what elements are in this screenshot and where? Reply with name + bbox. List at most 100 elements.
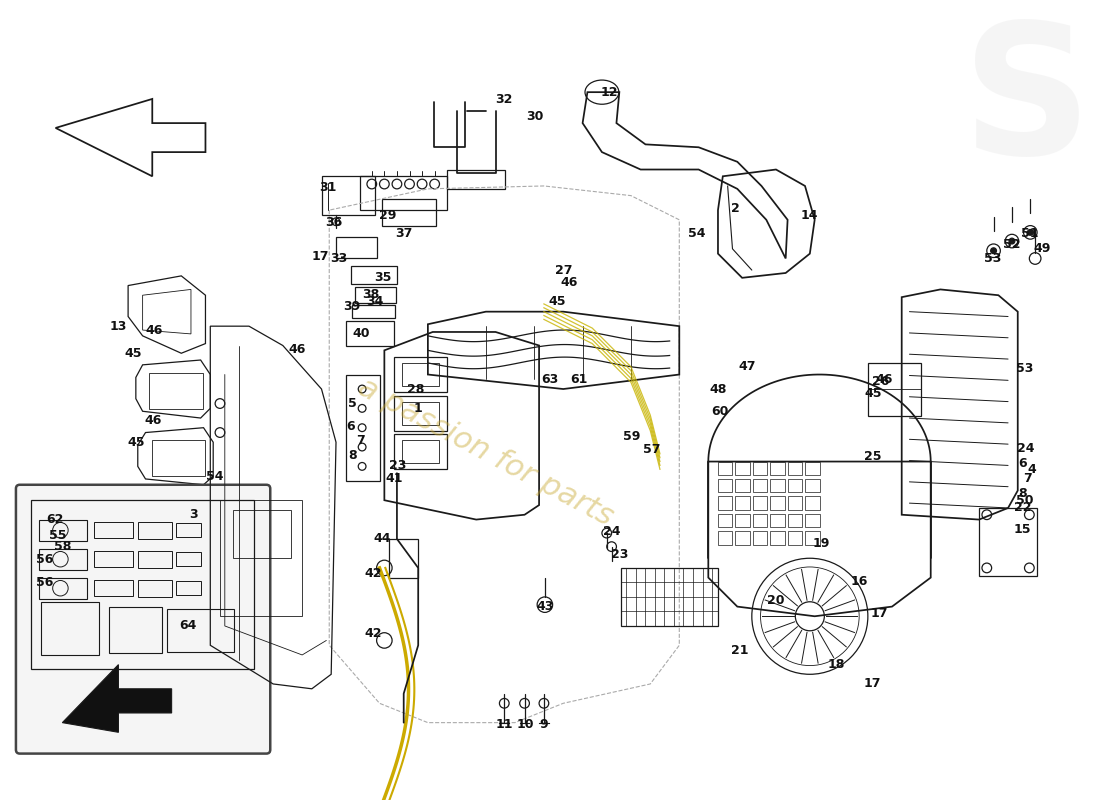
Bar [32,500,254,670]
Bar [40,549,88,570]
Bar [40,519,88,541]
Text: 27: 27 [554,263,572,277]
Text: 22: 22 [1014,502,1032,514]
Bar [718,496,733,510]
Bar [95,581,133,596]
Bar [736,462,750,475]
Bar [167,609,234,652]
Text: 26: 26 [871,374,889,388]
Text: 31: 31 [320,182,337,194]
Bar [448,170,505,189]
Text: 19: 19 [813,538,830,550]
Text: 3: 3 [189,508,198,522]
Text: 48: 48 [710,383,727,397]
Bar [402,402,440,425]
Text: 15: 15 [1014,522,1032,536]
Bar [176,582,200,595]
Text: 6: 6 [346,420,355,434]
Bar [109,606,162,653]
Text: 53: 53 [983,252,1001,265]
Text: 38: 38 [362,288,380,301]
Bar [718,531,733,545]
Text: 16: 16 [850,575,868,588]
Text: 8: 8 [348,450,356,462]
Text: 17: 17 [871,607,888,620]
Bar [138,579,172,597]
Text: 4: 4 [1027,462,1036,476]
Bar [336,238,376,258]
Circle shape [1027,230,1033,235]
Bar [736,479,750,493]
Bar [351,266,397,284]
Text: 21: 21 [732,644,749,657]
Text: 32: 32 [496,94,513,106]
Bar [383,198,436,226]
Text: 30: 30 [527,110,543,123]
Text: 13: 13 [110,320,128,333]
Bar [40,578,88,599]
Bar [868,363,921,416]
Bar [176,553,200,566]
Bar [402,363,440,386]
Circle shape [991,248,997,254]
Polygon shape [63,665,172,732]
Text: 23: 23 [610,548,628,561]
Text: 37: 37 [395,227,412,240]
Text: 8: 8 [1019,487,1027,500]
Text: 33: 33 [330,252,348,265]
Text: 41: 41 [385,473,403,486]
Text: 24: 24 [1016,442,1034,454]
Text: 51: 51 [1021,227,1038,240]
Bar [394,357,448,392]
Bar [95,522,133,538]
Text: 55: 55 [48,529,66,542]
Bar [788,479,802,493]
Text: 20: 20 [767,594,784,607]
Bar [736,514,750,527]
Text: 42: 42 [364,627,382,640]
Text: 46: 46 [144,414,162,427]
Text: 45: 45 [864,387,881,400]
Bar [41,602,99,655]
Bar [718,514,733,527]
Bar [788,496,802,510]
Text: 62: 62 [46,513,64,526]
Bar [360,176,448,210]
Text: 45: 45 [549,295,566,309]
Text: 43: 43 [536,600,553,613]
Bar [355,287,396,303]
Text: 54: 54 [688,227,705,240]
Bar [788,531,802,545]
Text: 59: 59 [624,430,640,443]
Text: 18: 18 [827,658,845,671]
Text: 49: 49 [1033,242,1050,255]
Text: 50: 50 [1015,494,1033,506]
Bar [345,374,379,481]
Bar [752,479,768,493]
Bar [805,531,820,545]
Text: 44: 44 [374,533,392,546]
FancyBboxPatch shape [15,485,271,754]
Text: 58: 58 [54,540,72,553]
Text: 46: 46 [145,323,163,337]
Bar [752,496,768,510]
Text: 25: 25 [864,450,881,463]
Bar [150,373,202,410]
Bar [805,462,820,475]
Bar [805,479,820,493]
Bar [232,510,290,558]
Bar [220,500,302,616]
Bar [805,496,820,510]
Text: 54: 54 [207,470,224,482]
Text: 45: 45 [124,346,142,360]
Bar [394,396,448,430]
Text: 14: 14 [800,210,817,222]
Text: 52: 52 [1003,238,1021,251]
Text: 47: 47 [738,360,756,374]
Bar [736,531,750,545]
Text: 64: 64 [179,619,197,633]
Text: 35: 35 [374,271,392,284]
Text: 29: 29 [378,210,396,222]
Text: 7: 7 [355,434,364,446]
Bar [770,531,784,545]
